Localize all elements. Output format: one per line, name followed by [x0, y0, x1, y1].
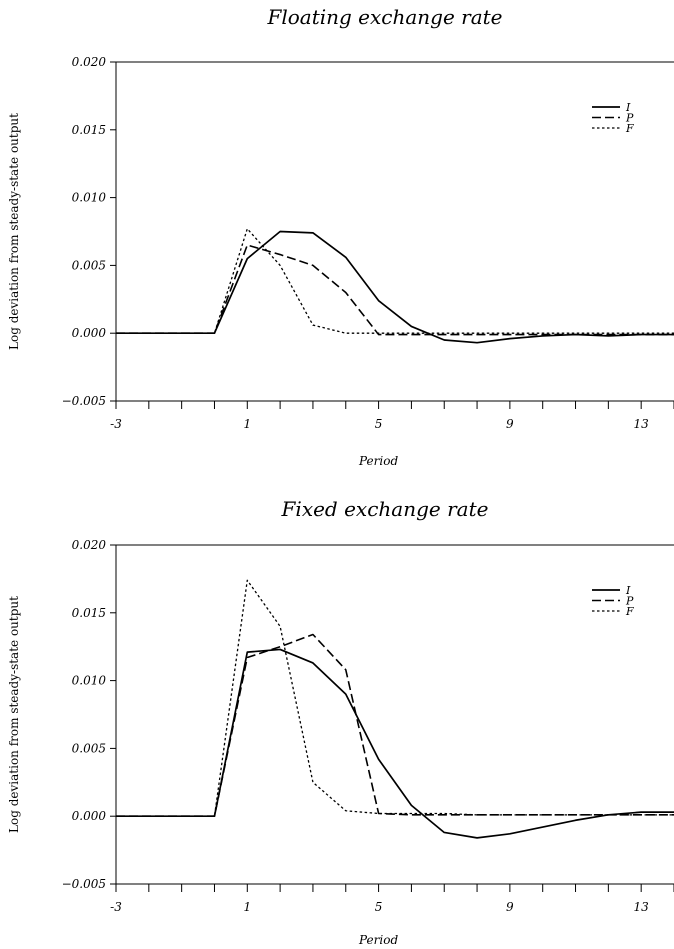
y-tick-label: 0.015 — [72, 123, 106, 137]
series-line-F — [116, 228, 674, 334]
legend-label-F: F — [625, 605, 634, 618]
y-tick-label: −0.005 — [62, 394, 106, 408]
x-tick-label: -3 — [110, 417, 122, 431]
legend-label-I: I — [625, 101, 631, 114]
y-tick-label: −0.005 — [62, 877, 106, 891]
y-tick-label: 0.005 — [72, 258, 106, 272]
x-axis-label: Period — [358, 933, 398, 947]
series-line-P — [116, 244, 674, 336]
chart-title: Floating exchange rate — [266, 5, 502, 29]
series-line-I — [116, 230, 674, 344]
chart-panel-1: Floating exchange rate 0.020 0.015 0.010 0.0… — [7, 5, 674, 468]
y-tick-label: 0.020 — [72, 538, 107, 552]
legend-label-I: I — [625, 584, 631, 597]
y-tick-label: 0.000 — [72, 809, 107, 823]
x-tick-label: 5 — [375, 417, 383, 431]
y-tick-label: 0.005 — [72, 741, 106, 755]
y-tick-label: 0.000 — [72, 326, 107, 340]
series-line-F — [116, 579, 674, 817]
legend-label-P: P — [625, 595, 634, 608]
x-tick-label: 9 — [506, 417, 514, 431]
x-tick-label: -3 — [110, 900, 122, 914]
y-tick-label: 0.010 — [72, 674, 107, 688]
series-line-P — [116, 633, 674, 818]
y-tick-label: 0.015 — [72, 606, 106, 620]
x-tick-label: 13 — [634, 417, 650, 431]
x-tick-label: 5 — [375, 900, 383, 914]
chart-panel-2: Fixed exchange rate 0.020 0.015 0.010 0.005 0… — [7, 497, 674, 947]
legend-label-F: F — [625, 122, 634, 135]
x-tick-label: 13 — [634, 900, 650, 914]
x-tick-label: 9 — [506, 900, 514, 914]
chart-title: Fixed exchange rate — [281, 497, 489, 521]
y-tick-label: 0.020 — [72, 55, 107, 69]
x-axis-label: Period — [358, 454, 398, 468]
x-tick-label: 1 — [243, 417, 251, 431]
x-tick-label: 1 — [243, 900, 251, 914]
y-axis-label: Log deviation from steady-state output — [7, 596, 21, 833]
y-axis-label: Log deviation from steady-state output — [7, 113, 21, 350]
series-line-I — [116, 648, 674, 839]
y-tick-label: 0.010 — [72, 191, 107, 205]
legend-label-P: P — [625, 112, 634, 125]
